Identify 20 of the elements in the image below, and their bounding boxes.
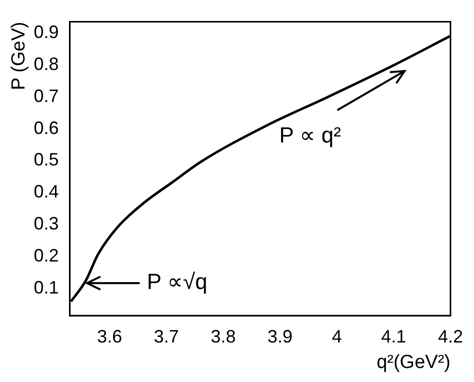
x-tick-label: 4.2 [438, 326, 464, 346]
y-tick-label: 0.3 [34, 214, 59, 234]
y-tick-label: 0.8 [34, 54, 59, 74]
x-axis-title: q²(GeV²) [376, 352, 450, 373]
x-tick-label: 4 [332, 326, 342, 346]
x-tick-label: 3.8 [210, 326, 236, 346]
y-tick-label: 0.2 [34, 245, 59, 266]
y-tick-label: 0.7 [34, 86, 59, 106]
y-tick-label: 0.1 [34, 277, 59, 298]
annotation: P ∝√q [146, 268, 208, 294]
y-tick-label: 0.6 [34, 118, 59, 138]
annotation: P ∝ q² [279, 122, 341, 148]
x-tick-label: 3.7 [154, 326, 179, 346]
x-tick-label: 3.6 [97, 326, 122, 346]
x-tick-label: 4.1 [381, 326, 406, 346]
y-axis-title: P (GeV) [8, 22, 30, 90]
y-tick-label: 0.4 [34, 182, 59, 202]
x-tick-label: 3.9 [268, 326, 293, 346]
y-tick-label: 0.9 [34, 22, 59, 42]
y-tick-label: 0.5 [34, 150, 59, 170]
